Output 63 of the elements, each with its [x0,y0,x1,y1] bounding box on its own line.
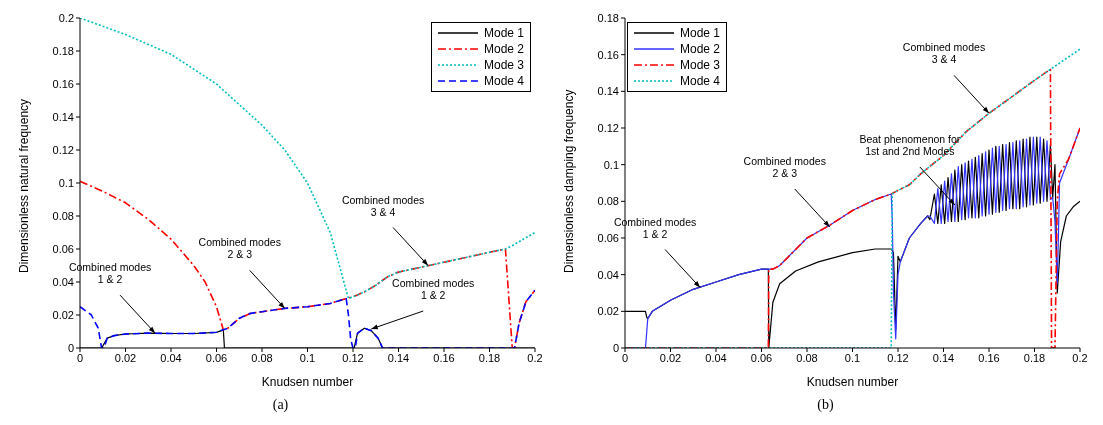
x-tick-label: 0.06 [205,351,228,364]
legend-label: Mode 3 [483,57,524,73]
x-tick-label: 0.1 [844,351,861,364]
x-tick-label: 0.18 [1023,351,1046,364]
x-tick-label: 0.08 [251,351,273,364]
y-tick-label: 0.14 [597,85,619,98]
x-tick-label: 0.14 [932,351,955,364]
x-tick-label: 0.04 [160,351,182,364]
x-tick-label: 0.12 [887,351,909,364]
x-tick-label: 0.1 [299,351,316,364]
y-tick-label: 0.02 [597,305,619,318]
x-axis-title: Knudsen number [806,375,899,389]
legend-label: Mode 4 [483,73,524,89]
y-tick-label: 0.12 [52,143,74,156]
legend-label: Mode 3 [680,57,721,73]
x-tick-label: 0.14 [387,351,410,364]
legend-label: Mode 2 [680,41,721,57]
annotation: Combined modes 3 & 4 [902,41,986,66]
y-axis-title: Dimensionless natural frequency [17,98,32,273]
annotation: Combined modes 2 & 3 [198,236,281,261]
legend-label: Mode 1 [483,25,524,41]
x-tick-label: 0 [621,351,629,364]
y-tick-label: 0.14 [52,110,74,123]
y-tick-label: 0.1 [603,158,619,171]
x-tick-label: 0.08 [796,351,818,364]
x-tick-label: 0.16 [978,351,1000,364]
annotation: Combined modes 2 & 3 [743,155,826,179]
y-tick-label: 0.18 [597,11,619,24]
legend-label: Mode 4 [680,73,721,89]
x-tick-label: 0.18 [478,351,501,364]
x-tick-label: 0.12 [342,351,364,364]
y-tick-label: 0.08 [597,195,619,208]
x-tick-label: 0.16 [433,351,455,364]
text: (b) [816,397,835,413]
y-tick-label: 0.06 [597,231,619,244]
y-tick-label: 0.1 [58,176,74,189]
x-tick-label: 0.06 [750,351,773,364]
annotation: Combined modes 1 & 2 [392,277,475,302]
x-tick-label: 0.2 [1072,351,1088,364]
x-tick-label: 0.2 [527,351,543,364]
annotation: Beat phenomenon for 1st and 2nd Modes [859,133,961,157]
y-tick-label: 0.04 [597,268,619,281]
y-tick-label: 0.12 [597,121,619,134]
annotation: Combined modes 3 & 4 [341,193,425,218]
y-tick-label: 0.08 [52,209,74,222]
legend-label: Mode 1 [680,25,721,41]
y-tick-label: 0.18 [52,44,74,57]
y-tick-label: 0.16 [597,48,619,61]
legend-label: Mode 2 [483,41,524,57]
y-tick-label: 0.16 [52,77,74,90]
text: (a) [271,397,290,413]
y-tick-label: 0 [612,341,619,354]
y-axis-title: Dimensionless damping frequency [562,89,577,273]
x-tick-label: 0 [76,351,84,364]
x-tick-label: 0.04 [705,351,727,364]
y-tick-label: 0.04 [52,275,74,288]
x-axis-title: Knudsen number [261,375,354,389]
y-tick-label: 0.02 [52,308,74,321]
y-tick-label: 0 [67,341,74,354]
y-tick-label: 0.2 [58,11,74,24]
y-tick-label: 0.06 [52,242,74,255]
x-tick-label: 0.02 [114,351,137,364]
x-tick-label: 0.02 [659,351,682,364]
